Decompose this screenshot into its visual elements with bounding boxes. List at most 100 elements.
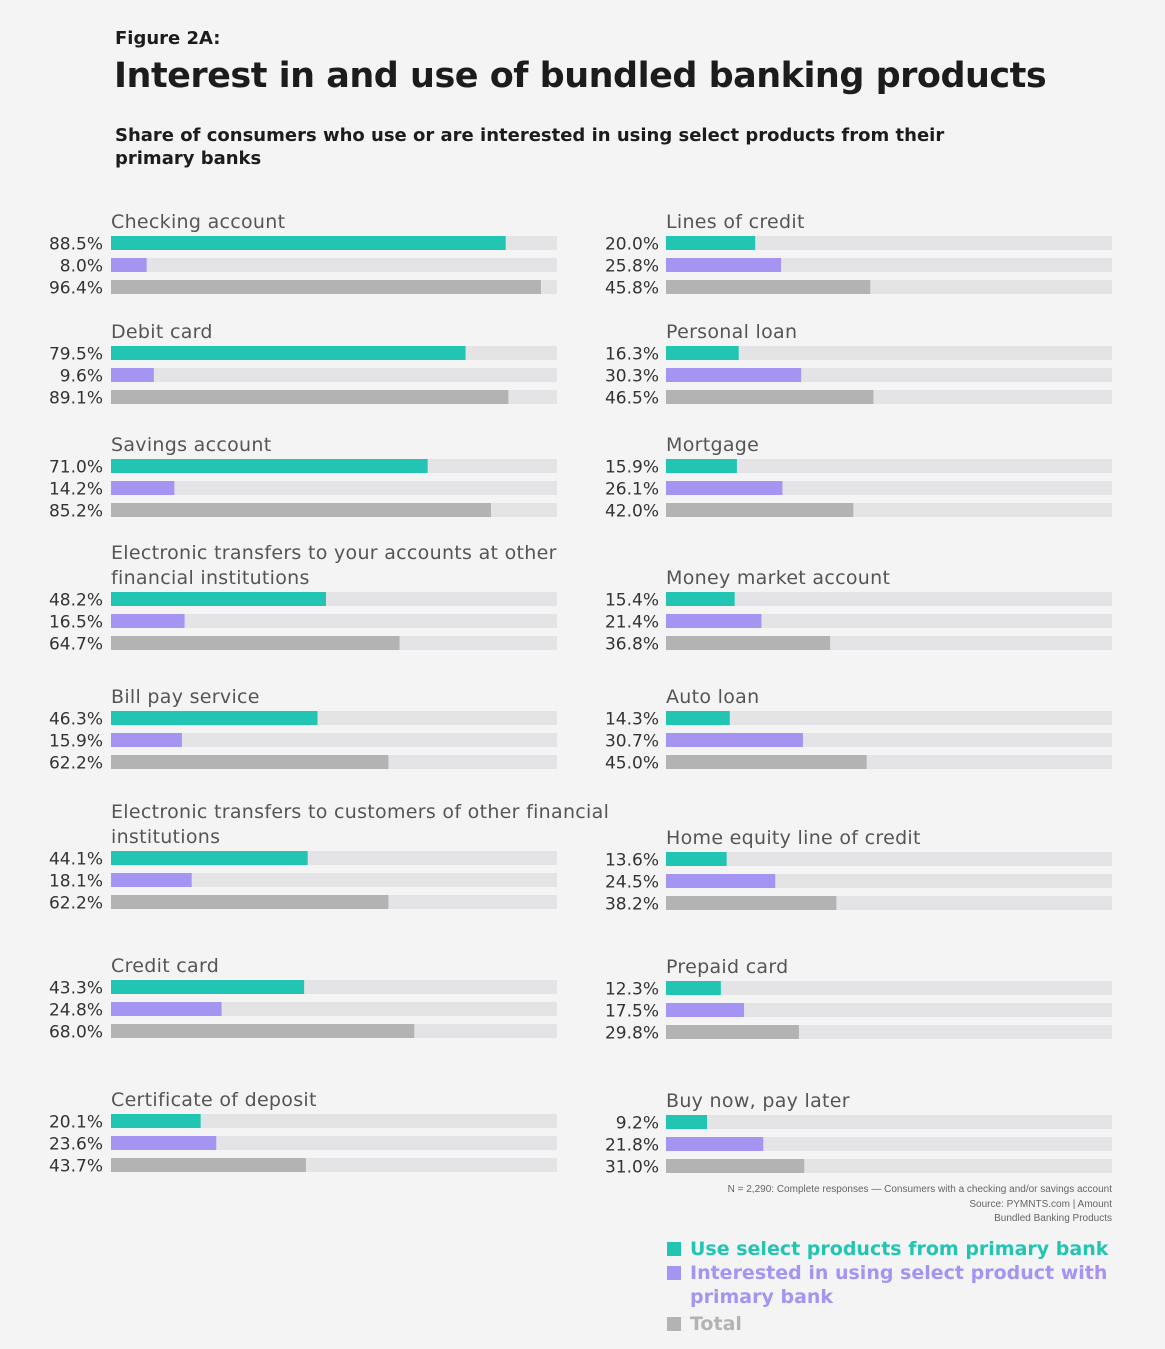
- value-label-bill-pay-service-total: 62.2%: [49, 754, 103, 774]
- value-label-home-equity-line-of-credit-total: 38.2%: [605, 895, 659, 915]
- bar-home-equity-line-of-credit-use: [666, 852, 727, 866]
- bar-prepaid-card-interested: [666, 1003, 745, 1017]
- category-label-lines-of-credit: Lines of credit: [666, 211, 805, 233]
- bar-electronic-transfers-to-customers-of-other-financial-institutions-use: [111, 851, 308, 865]
- bar-checking-account-interested: [111, 258, 147, 272]
- value-label-home-equity-line-of-credit-use: 13.6%: [605, 851, 659, 871]
- bar-credit-card-total: [111, 1024, 415, 1038]
- legend-label-total: Total: [690, 1313, 742, 1335]
- chart-title: Interest in and use of bundled banking p…: [114, 56, 1047, 96]
- value-label-certificate-of-deposit-interested: 23.6%: [49, 1135, 103, 1155]
- bar-track-prepaid-card-interested: [666, 1003, 1112, 1017]
- bar-track-prepaid-card-use: [666, 981, 1112, 995]
- value-label-credit-card-total: 68.0%: [49, 1023, 103, 1043]
- bar-track-electronic-transfers-to-customers-of-other-financial-institutions-interested: [111, 873, 557, 887]
- value-label-electronic-transfers-to-customers-of-other-financial-institutions-total: 62.2%: [49, 894, 103, 914]
- chart-legend: Use select products from primary bank In…: [667, 1237, 1127, 1336]
- value-label-electronic-transfers-to-customers-of-other-financial-institutions-interested: 18.1%: [49, 872, 103, 892]
- value-label-debit-card-total: 89.1%: [49, 389, 103, 409]
- bar-track-certificate-of-deposit-use: [111, 1114, 557, 1128]
- legend-item-interested: Interested in using select product with …: [667, 1261, 1127, 1309]
- figure-label: Figure 2A:: [115, 28, 221, 49]
- bar-certificate-of-deposit-interested: [111, 1136, 217, 1150]
- chart-footnote: N = 2,290: Complete responses — Consumer…: [728, 1183, 1112, 1227]
- value-label-buy-now-pay-later-total: 31.0%: [605, 1158, 659, 1178]
- value-label-credit-card-use: 43.3%: [49, 979, 103, 999]
- value-label-lines-of-credit-use: 20.0%: [605, 235, 659, 255]
- bar-electronic-transfers-to-your-accounts-at-other-financial-institutions-use: [111, 592, 326, 606]
- value-label-mortgage-interested: 26.1%: [605, 480, 659, 500]
- value-label-electronic-transfers-to-customers-of-other-financial-institutions-use: 44.1%: [49, 850, 103, 870]
- value-label-money-market-account-interested: 21.4%: [605, 613, 659, 633]
- value-label-auto-loan-total: 45.0%: [605, 754, 659, 774]
- bar-track-lines-of-credit-use: [666, 236, 1112, 250]
- bar-auto-loan-total: [666, 755, 867, 769]
- bar-debit-card-use: [111, 346, 466, 360]
- category-label-buy-now-pay-later: Buy now, pay later: [666, 1090, 850, 1112]
- bar-lines-of-credit-total: [666, 280, 871, 294]
- bar-track-credit-card-interested: [111, 1002, 557, 1016]
- value-label-auto-loan-use: 14.3%: [605, 710, 659, 730]
- value-label-checking-account-total: 96.4%: [49, 279, 103, 299]
- value-label-debit-card-interested: 9.6%: [60, 367, 103, 387]
- bar-track-home-equity-line-of-credit-use: [666, 852, 1112, 866]
- value-label-money-market-account-total: 36.8%: [605, 635, 659, 655]
- bar-lines-of-credit-interested: [666, 258, 782, 272]
- bar-credit-card-interested: [111, 1002, 222, 1016]
- bar-buy-now-pay-later-interested: [666, 1137, 764, 1151]
- bar-personal-loan-use: [666, 346, 739, 360]
- bar-electronic-transfers-to-customers-of-other-financial-institutions-interested: [111, 873, 192, 887]
- category-label-electronic-transfers-to-your-accounts-at-other-financial-institutions: financial institutions: [111, 567, 310, 589]
- bar-debit-card-interested: [111, 368, 154, 382]
- category-label-money-market-account: Money market account: [666, 567, 890, 589]
- bar-track-buy-now-pay-later-use: [666, 1115, 1112, 1129]
- value-label-auto-loan-interested: 30.7%: [605, 732, 659, 752]
- value-label-checking-account-use: 88.5%: [49, 235, 103, 255]
- category-label-mortgage: Mortgage: [666, 434, 759, 456]
- bar-track-mortgage-use: [666, 459, 1112, 473]
- bar-buy-now-pay-later-total: [666, 1159, 805, 1173]
- bar-auto-loan-interested: [666, 733, 803, 747]
- bar-savings-account-interested: [111, 481, 175, 495]
- value-label-prepaid-card-use: 12.3%: [605, 980, 659, 1000]
- category-label-certificate-of-deposit: Certificate of deposit: [111, 1089, 317, 1111]
- category-label-electronic-transfers-to-customers-of-other-financial-institutions: Electronic transfers to customers of oth…: [111, 801, 609, 823]
- bar-auto-loan-use: [666, 711, 730, 725]
- bar-electronic-transfers-to-customers-of-other-financial-institutions-total: [111, 895, 389, 909]
- bar-track-electronic-transfers-to-your-accounts-at-other-financial-institutions-interested: [111, 614, 557, 628]
- value-label-buy-now-pay-later-use: 9.2%: [616, 1114, 659, 1134]
- value-label-credit-card-interested: 24.8%: [49, 1001, 103, 1021]
- value-label-electronic-transfers-to-your-accounts-at-other-financial-institutions-interested: 16.5%: [49, 613, 103, 633]
- bar-bill-pay-service-total: [111, 755, 389, 769]
- bar-track-money-market-account-use: [666, 592, 1112, 606]
- value-label-personal-loan-use: 16.3%: [605, 345, 659, 365]
- bar-mortgage-total: [666, 503, 854, 517]
- category-label-checking-account: Checking account: [111, 211, 285, 233]
- category-label-prepaid-card: Prepaid card: [666, 956, 789, 978]
- value-label-electronic-transfers-to-your-accounts-at-other-financial-institutions-use: 48.2%: [49, 591, 103, 611]
- value-label-mortgage-total: 42.0%: [605, 502, 659, 522]
- bar-bill-pay-service-use: [111, 711, 318, 725]
- value-label-electronic-transfers-to-your-accounts-at-other-financial-institutions-total: 64.7%: [49, 635, 103, 655]
- legend-label-interested: Interested in using select product with …: [690, 1262, 1108, 1308]
- value-label-personal-loan-total: 46.5%: [605, 389, 659, 409]
- category-label-electronic-transfers-to-customers-of-other-financial-institutions: institutions: [111, 826, 220, 848]
- value-label-lines-of-credit-total: 45.8%: [605, 279, 659, 299]
- legend-swatch-interested: [667, 1266, 681, 1280]
- footnote-source: Source: PYMNTS.com | Amount: [969, 1198, 1112, 1210]
- bar-money-market-account-use: [666, 592, 735, 606]
- legend-label-use: Use select products from primary bank: [690, 1238, 1109, 1260]
- bar-home-equity-line-of-credit-interested: [666, 874, 776, 888]
- bar-track-debit-card-interested: [111, 368, 557, 382]
- bar-certificate-of-deposit-use: [111, 1114, 201, 1128]
- bar-credit-card-use: [111, 980, 305, 994]
- value-label-checking-account-interested: 8.0%: [60, 257, 103, 277]
- category-label-debit-card: Debit card: [111, 321, 213, 343]
- category-label-bill-pay-service: Bill pay service: [111, 686, 260, 708]
- bar-money-market-account-total: [666, 636, 831, 650]
- footnote-report: Bundled Banking Products: [994, 1213, 1112, 1224]
- bar-track-bill-pay-service-interested: [111, 733, 557, 747]
- value-label-lines-of-credit-interested: 25.8%: [605, 257, 659, 277]
- bar-savings-account-total: [111, 503, 491, 517]
- category-label-auto-loan: Auto loan: [666, 686, 759, 708]
